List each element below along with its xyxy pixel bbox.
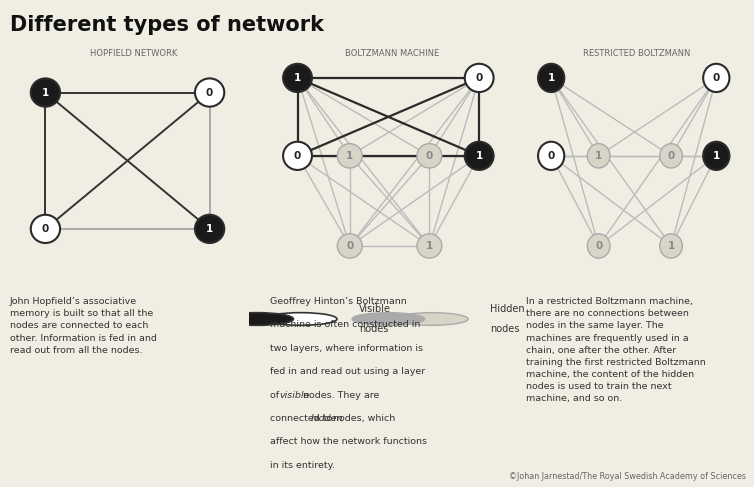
Text: nodes: nodes (359, 324, 388, 334)
Circle shape (283, 142, 312, 170)
Text: affect how the network functions: affect how the network functions (270, 437, 427, 446)
Circle shape (660, 234, 682, 258)
Circle shape (352, 313, 425, 325)
Circle shape (396, 313, 468, 325)
Text: of: of (270, 391, 282, 399)
Text: ©Johan Jarnestad/The Royal Swedish Academy of Sciences: ©Johan Jarnestad/The Royal Swedish Acade… (510, 472, 746, 481)
Text: 0: 0 (667, 151, 675, 161)
Circle shape (703, 142, 729, 170)
Circle shape (221, 313, 293, 325)
Text: 0: 0 (294, 151, 301, 161)
Text: 1: 1 (476, 151, 483, 161)
Text: 0: 0 (547, 151, 555, 161)
Text: 1: 1 (595, 151, 602, 161)
Circle shape (417, 144, 442, 168)
Circle shape (464, 64, 494, 92)
Text: Hidden: Hidden (490, 304, 525, 314)
Circle shape (337, 234, 362, 258)
Text: 1: 1 (346, 151, 354, 161)
Text: Geoffrey Hinton’s Boltzmann: Geoffrey Hinton’s Boltzmann (270, 297, 406, 306)
Text: 1: 1 (294, 73, 301, 83)
Circle shape (538, 64, 564, 92)
Circle shape (703, 64, 729, 92)
Text: 0: 0 (595, 241, 602, 251)
Circle shape (31, 78, 60, 107)
Text: BOLTZMANN MACHINE: BOLTZMANN MACHINE (345, 49, 439, 57)
Text: visible: visible (279, 391, 309, 399)
Text: hidden: hidden (311, 414, 343, 423)
Text: 1: 1 (713, 151, 720, 161)
Circle shape (538, 142, 564, 170)
Circle shape (587, 144, 610, 168)
Text: Visible: Visible (359, 304, 391, 314)
Text: 0: 0 (426, 151, 433, 161)
Circle shape (265, 313, 337, 325)
Text: 1: 1 (667, 241, 675, 251)
Circle shape (660, 144, 682, 168)
Text: two layers, where information is: two layers, where information is (270, 344, 423, 353)
Text: nodes, which: nodes, which (330, 414, 396, 423)
Text: 0: 0 (476, 73, 483, 83)
Circle shape (417, 234, 442, 258)
Text: John Hopfield’s associative
memory is built so that all the
nodes are connected : John Hopfield’s associative memory is bu… (10, 297, 157, 355)
Text: connected to: connected to (270, 414, 336, 423)
Text: RESTRICTED BOLTZMANN: RESTRICTED BOLTZMANN (584, 49, 691, 57)
Text: Different types of network: Different types of network (10, 15, 323, 35)
Text: 0: 0 (41, 224, 49, 234)
Text: 1: 1 (547, 73, 555, 83)
Text: in its entirety.: in its entirety. (270, 461, 335, 469)
Circle shape (587, 234, 610, 258)
Text: 1: 1 (41, 88, 49, 97)
Text: 0: 0 (713, 73, 720, 83)
Text: 1: 1 (426, 241, 433, 251)
Text: HOPFIELD NETWORK: HOPFIELD NETWORK (90, 49, 177, 57)
Text: nodes. They are: nodes. They are (300, 391, 379, 399)
Circle shape (283, 64, 312, 92)
Text: 1: 1 (206, 224, 213, 234)
Circle shape (337, 144, 362, 168)
Circle shape (195, 215, 224, 243)
Text: In a restricted Boltzmann machine,
there are no connections between
nodes in the: In a restricted Boltzmann machine, there… (526, 297, 706, 403)
Circle shape (464, 142, 494, 170)
Circle shape (31, 215, 60, 243)
Text: 0: 0 (346, 241, 354, 251)
Text: nodes: nodes (490, 324, 520, 334)
Text: fed in and read out using a layer: fed in and read out using a layer (270, 367, 425, 376)
Circle shape (195, 78, 224, 107)
Text: 0: 0 (206, 88, 213, 97)
Text: machine is often constructed in: machine is often constructed in (270, 320, 420, 329)
